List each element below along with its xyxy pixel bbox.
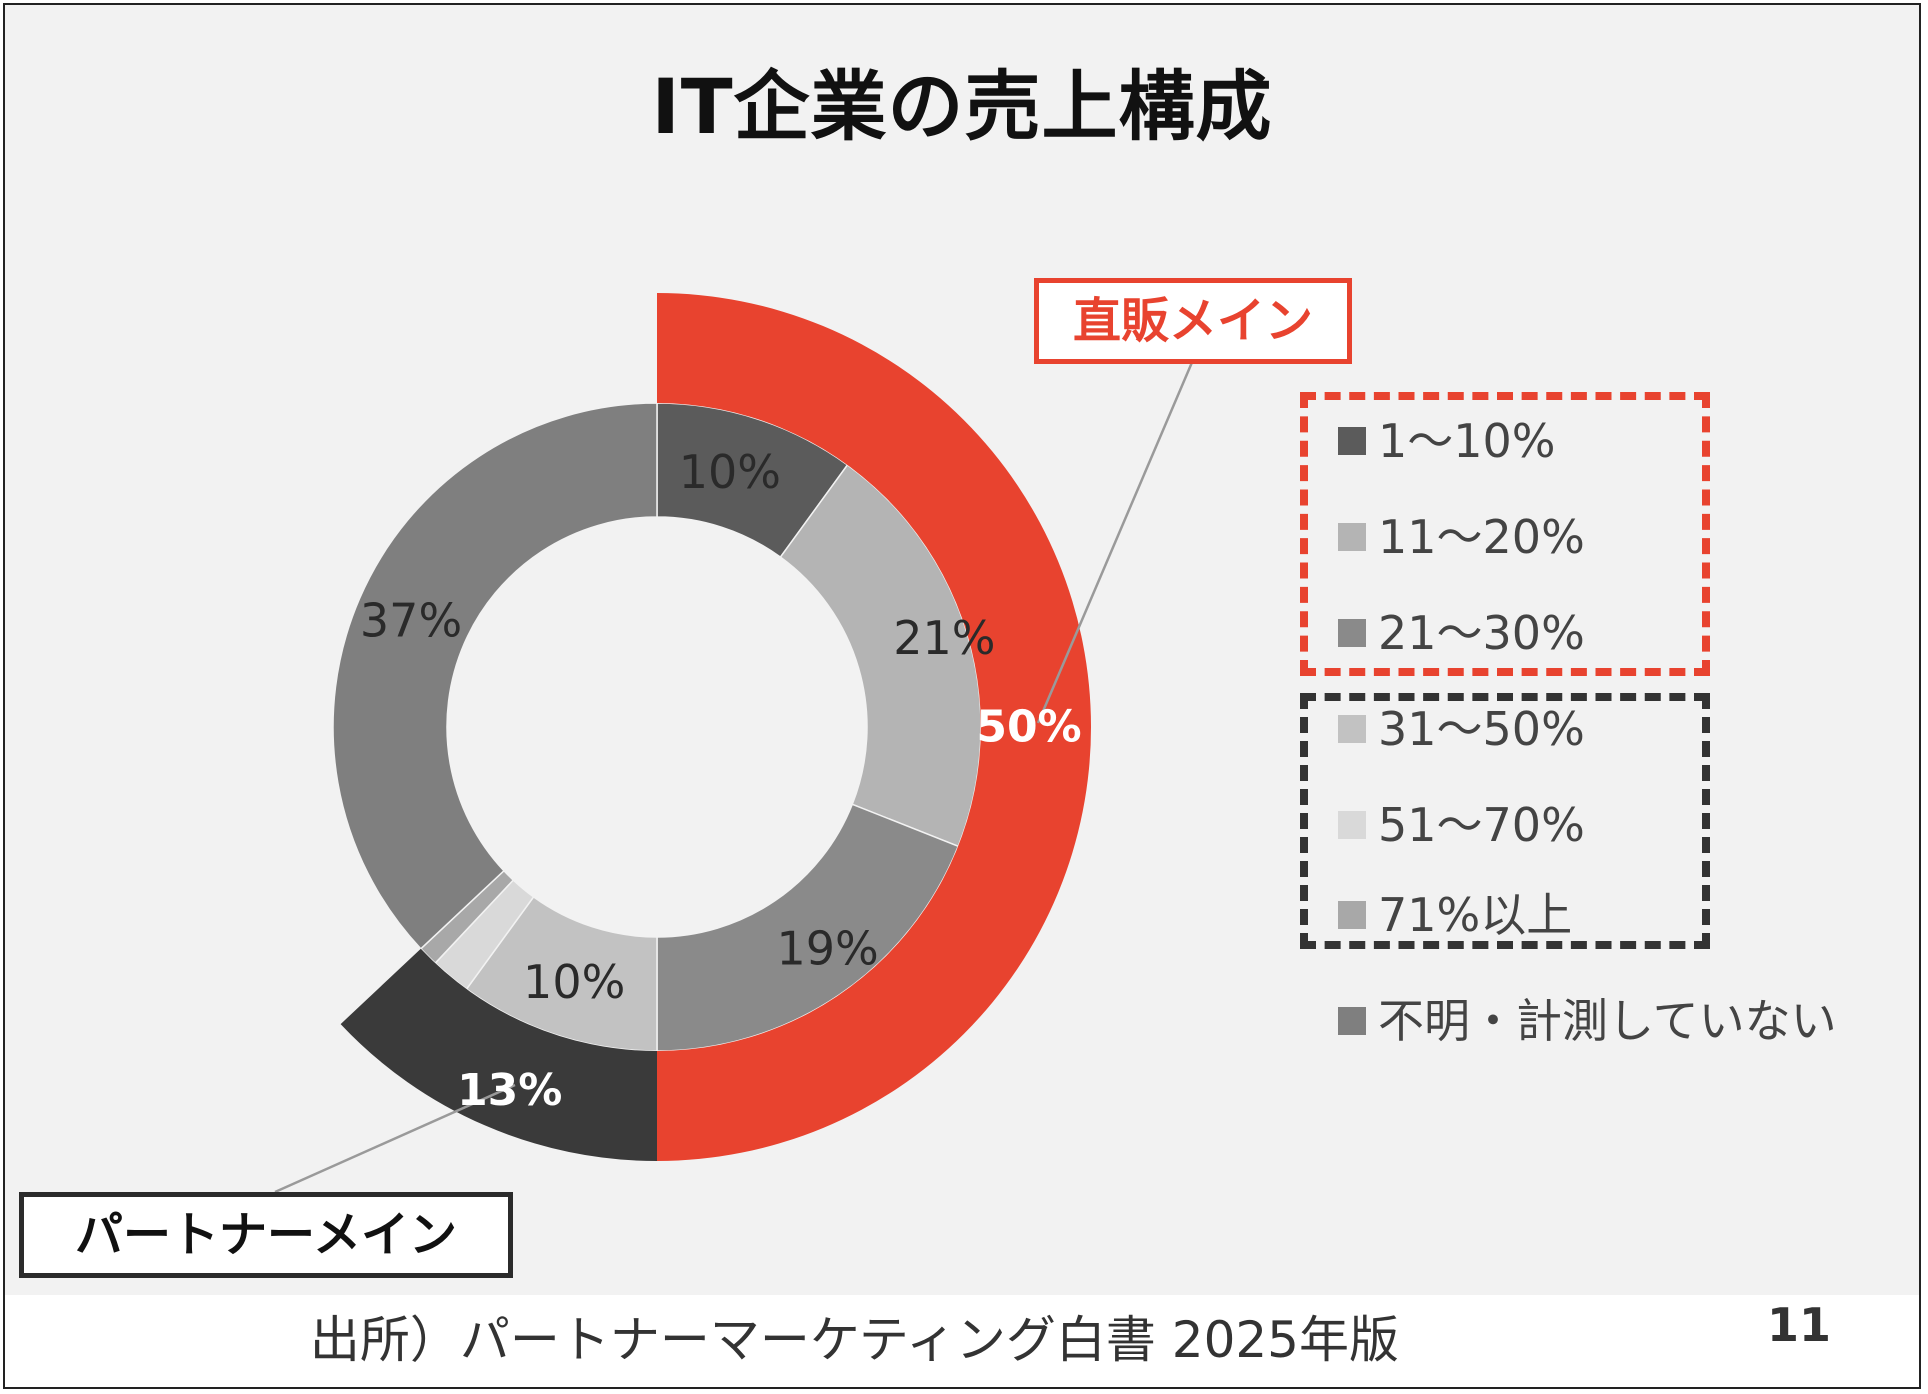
source-footer: 出所）パートナーマーケティング白書 2025年版 (310, 1305, 1399, 1375)
legend-label: 51〜70% (1378, 798, 1585, 852)
legend-item: 11〜20% (1338, 507, 1585, 567)
inner-data-label: 10% (523, 955, 625, 1009)
legend-label: 不明・計測していない (1378, 994, 1837, 1048)
inner-data-label: 21% (893, 611, 995, 665)
legend-swatch (1338, 619, 1366, 647)
callout-partner-main: パートナーメイン (19, 1192, 513, 1278)
leader-line-direct (1038, 360, 1193, 723)
inner-slice (333, 403, 657, 949)
legend-item: 1〜10% (1338, 411, 1556, 471)
inner-data-label: 10% (679, 445, 781, 499)
outer-data-label: 13% (457, 1065, 562, 1116)
legend-label: 31〜50% (1378, 702, 1585, 756)
inner-data-label: 19% (777, 922, 879, 976)
legend-item: 21〜30% (1338, 603, 1585, 663)
legend-swatch (1338, 523, 1366, 551)
slide: IT企業の売上構成 10% 21% 19% 10% 37% 50% 13% 直販メイン パー… (3, 3, 1921, 1389)
legend-label: 1〜10% (1378, 414, 1556, 468)
legend-item: 71%以上 (1338, 885, 1572, 945)
legend-label: 11〜20% (1378, 510, 1585, 564)
legend-label: 21〜30% (1378, 606, 1585, 660)
legend-swatch (1338, 901, 1366, 929)
legend-item: 不明・計測していない (1338, 991, 1837, 1051)
legend-swatch (1338, 811, 1366, 839)
page-number: 11 (1767, 1295, 1831, 1355)
legend-item: 31〜50% (1338, 699, 1585, 759)
legend-swatch (1338, 427, 1366, 455)
legend-swatch (1338, 715, 1366, 743)
legend-item: 51〜70% (1338, 795, 1585, 855)
callout-direct-main: 直販メイン (1034, 278, 1352, 364)
inner-data-label: 37% (360, 594, 462, 648)
legend-label: 71%以上 (1378, 888, 1572, 942)
legend-swatch (1338, 1007, 1366, 1035)
outer-data-label: 50% (976, 702, 1081, 753)
